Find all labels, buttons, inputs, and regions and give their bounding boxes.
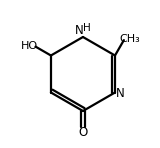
Text: O: O	[78, 126, 88, 139]
Text: N: N	[116, 87, 125, 100]
Text: CH₃: CH₃	[120, 34, 140, 44]
Text: H: H	[83, 23, 91, 33]
Text: N: N	[75, 24, 84, 37]
Text: HO: HO	[21, 41, 38, 51]
